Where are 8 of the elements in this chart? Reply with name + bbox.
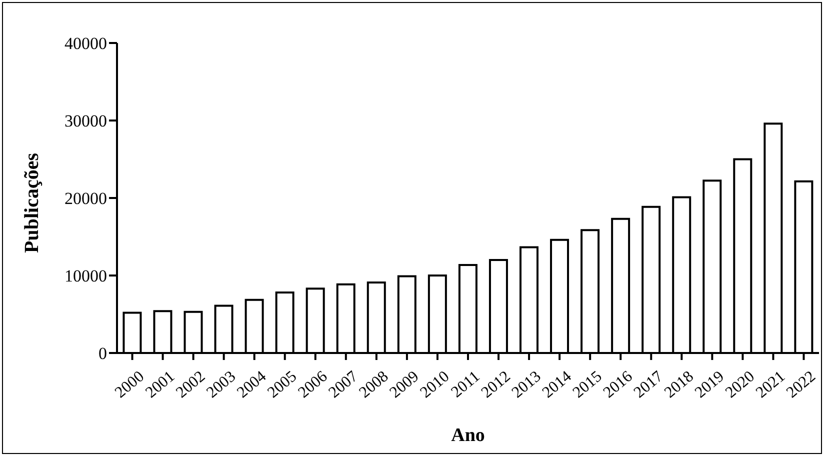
y-tick-label: 0 bbox=[98, 344, 107, 364]
y-tick-label: 10000 bbox=[64, 266, 107, 286]
x-tick-label: 2022 bbox=[784, 368, 819, 402]
y-tick-label: 40000 bbox=[64, 34, 107, 54]
y-tick-label: 20000 bbox=[64, 189, 107, 208]
y-axis-title: Publicações bbox=[21, 152, 44, 253]
x-axis-title: Ano bbox=[451, 425, 485, 446]
y-tick-label: 30000 bbox=[64, 112, 107, 131]
